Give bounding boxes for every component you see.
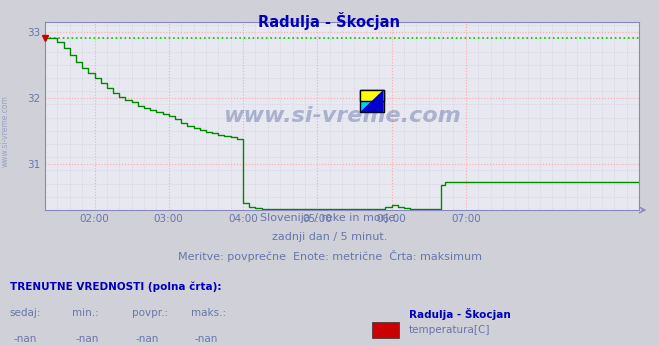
Text: -nan: -nan bbox=[135, 334, 158, 344]
FancyBboxPatch shape bbox=[360, 90, 384, 101]
Text: sedaj:: sedaj: bbox=[10, 308, 42, 318]
Text: www.si-vreme.com: www.si-vreme.com bbox=[223, 106, 461, 126]
Text: min.:: min.: bbox=[72, 308, 100, 318]
Text: www.si-vreme.com: www.si-vreme.com bbox=[1, 95, 10, 167]
Text: Slovenija / reke in morje.: Slovenija / reke in morje. bbox=[260, 213, 399, 224]
Text: povpr.:: povpr.: bbox=[132, 308, 168, 318]
Text: Radulja - Škocjan: Radulja - Škocjan bbox=[258, 12, 401, 30]
Text: Meritve: povprečne  Enote: metrične  Črta: maksimum: Meritve: povprečne Enote: metrične Črta:… bbox=[177, 249, 482, 262]
Text: zadnji dan / 5 minut.: zadnji dan / 5 minut. bbox=[272, 231, 387, 242]
FancyBboxPatch shape bbox=[360, 90, 384, 112]
Text: Radulja - Škocjan: Radulja - Škocjan bbox=[409, 308, 510, 320]
Text: maks.:: maks.: bbox=[191, 308, 226, 318]
Text: temperatura[C]: temperatura[C] bbox=[409, 326, 490, 335]
Text: TRENUTNE VREDNOSTI (polna črta):: TRENUTNE VREDNOSTI (polna črta): bbox=[10, 282, 221, 292]
Text: -nan: -nan bbox=[76, 334, 99, 344]
Text: -nan: -nan bbox=[13, 334, 36, 344]
Polygon shape bbox=[360, 90, 384, 112]
Text: -nan: -nan bbox=[194, 334, 217, 344]
